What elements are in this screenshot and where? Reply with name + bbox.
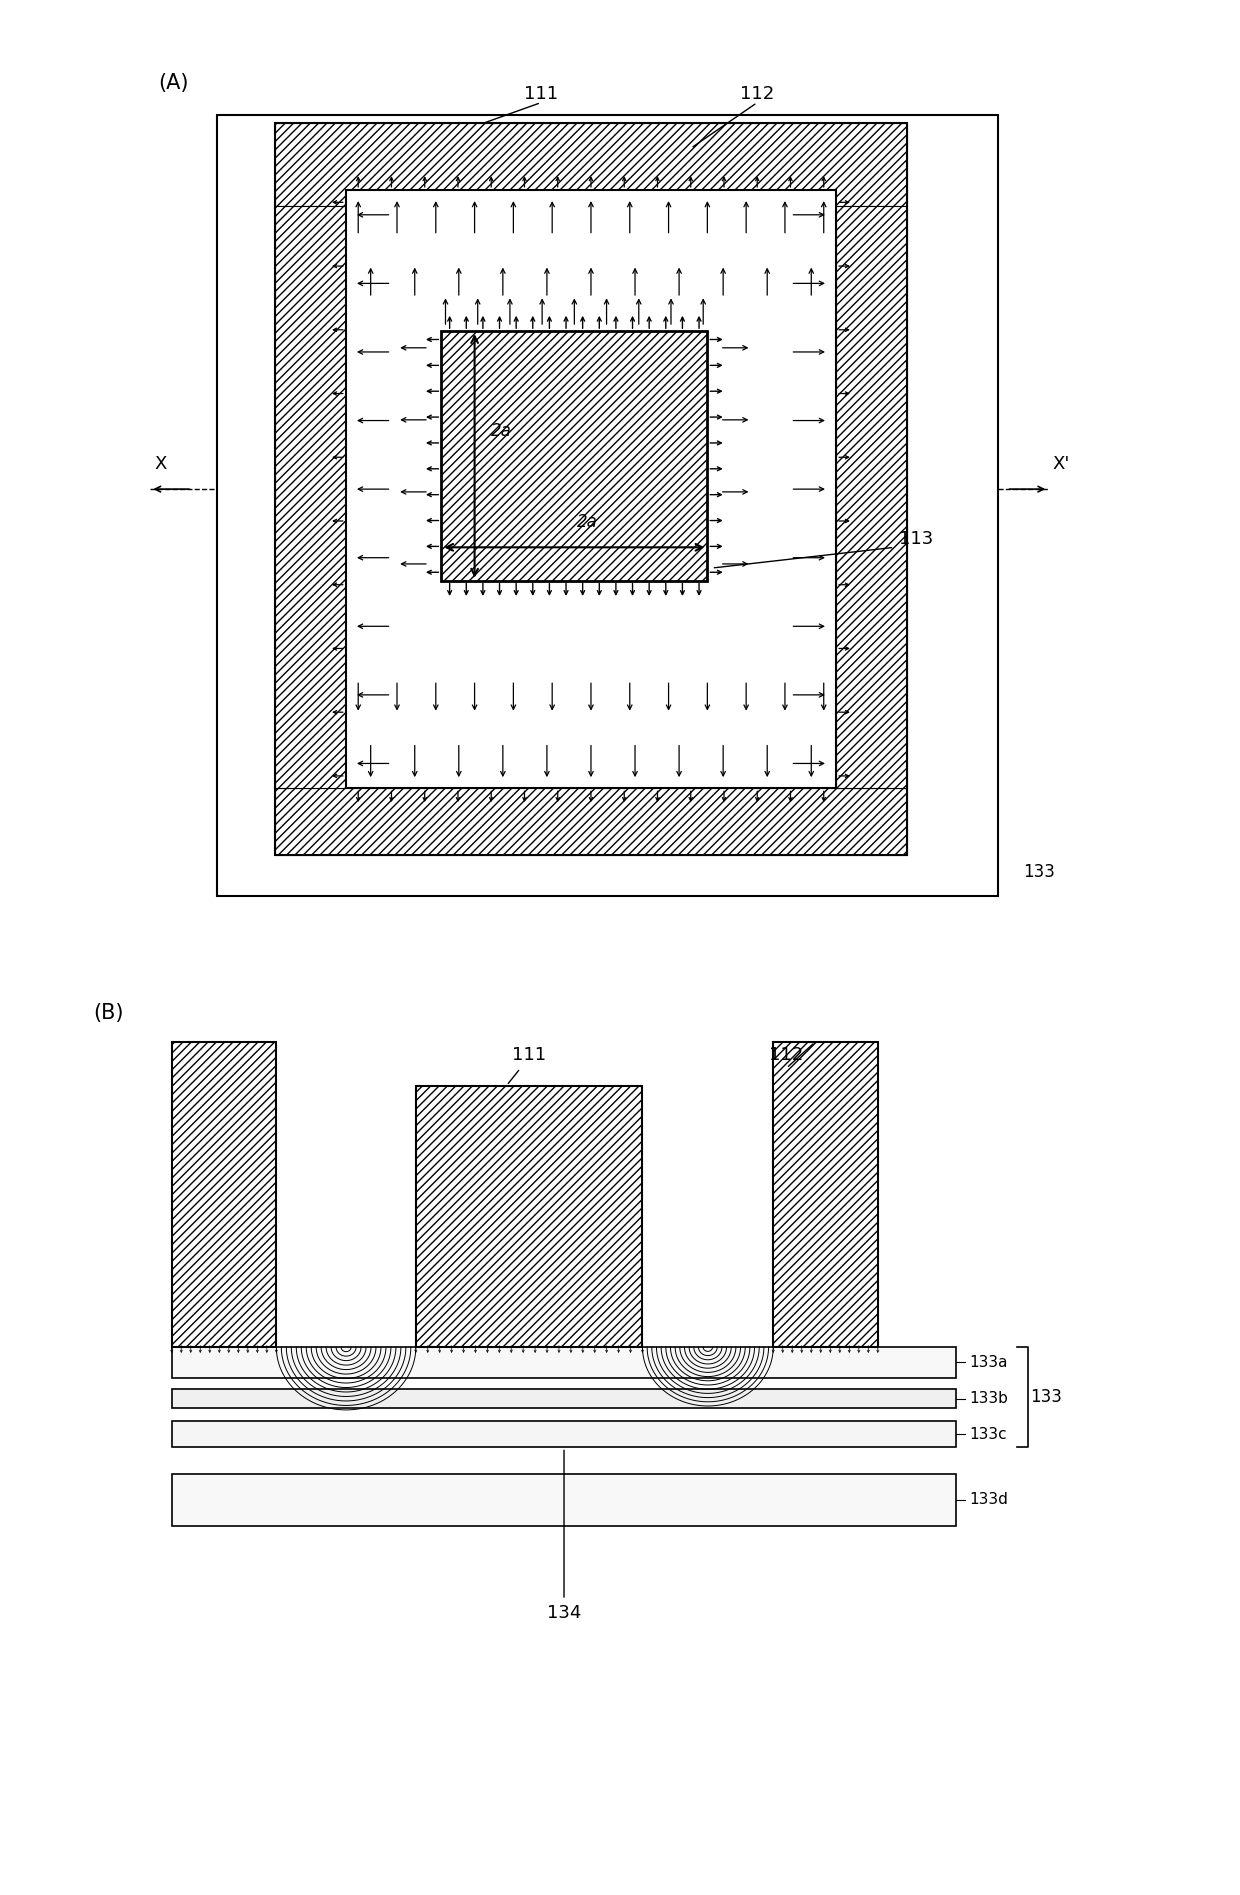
- Bar: [172, 1347, 956, 1378]
- Text: 134: 134: [547, 1605, 582, 1622]
- Text: (B): (B): [93, 1002, 124, 1023]
- Text: X: X: [155, 455, 167, 474]
- Bar: [441, 332, 707, 580]
- Bar: [217, 116, 998, 896]
- Bar: [275, 788, 906, 855]
- Text: 133c: 133c: [970, 1427, 1007, 1442]
- Text: X': X': [1053, 455, 1070, 474]
- Bar: [172, 1421, 956, 1448]
- Text: 113: 113: [899, 531, 932, 548]
- Bar: [275, 123, 906, 207]
- Bar: [836, 207, 906, 788]
- Text: 112: 112: [740, 85, 774, 102]
- Text: 133: 133: [1023, 862, 1055, 881]
- Text: 112: 112: [769, 1046, 804, 1065]
- Bar: [172, 1389, 956, 1408]
- Bar: [415, 1086, 642, 1347]
- Bar: [774, 1042, 878, 1347]
- Text: 111: 111: [512, 1046, 546, 1065]
- Bar: [346, 190, 836, 788]
- Bar: [172, 1042, 277, 1347]
- Bar: [275, 123, 906, 855]
- Text: 2a: 2a: [491, 423, 512, 440]
- Text: 111: 111: [525, 85, 558, 102]
- Bar: [275, 207, 346, 788]
- Text: 133a: 133a: [970, 1355, 1008, 1370]
- Bar: [172, 1474, 956, 1525]
- Text: 133: 133: [1030, 1389, 1063, 1406]
- Text: (A): (A): [159, 74, 190, 93]
- Text: 2a: 2a: [577, 514, 598, 531]
- Text: 133d: 133d: [970, 1491, 1008, 1507]
- Text: 133b: 133b: [970, 1391, 1008, 1406]
- Bar: [346, 190, 836, 788]
